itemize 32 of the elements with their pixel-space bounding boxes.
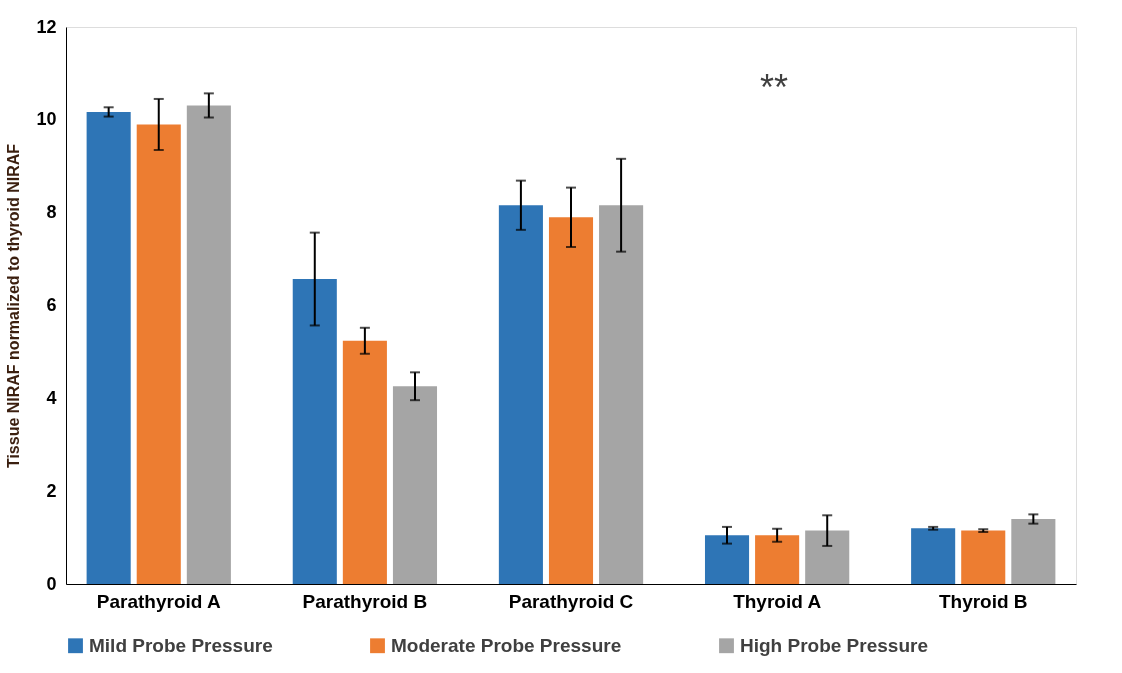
y-tick-label: 4	[46, 387, 57, 408]
x-tick-label: Parathyroid C	[508, 590, 634, 612]
x-tick-label: Parathyroid B	[302, 590, 428, 612]
legend-label: High Probe Pressure	[740, 634, 928, 656]
y-tick-label: 2	[46, 480, 57, 501]
bar	[136, 124, 181, 584]
bar	[292, 279, 337, 584]
y-tick-label: 6	[46, 295, 57, 315]
legend-label: Mild Probe Pressure	[89, 634, 273, 656]
bar	[911, 528, 956, 584]
bar	[392, 386, 438, 584]
bar	[704, 535, 750, 584]
y-tick-label: 8	[46, 202, 57, 223]
bar	[498, 205, 543, 584]
bar	[755, 535, 800, 584]
x-tick-label: Parathyroid A	[96, 590, 221, 612]
bar	[805, 530, 850, 584]
y-tick-label: 10	[36, 109, 57, 130]
bar	[548, 217, 594, 584]
y-tick-label: 0	[46, 573, 57, 594]
bar	[342, 340, 387, 584]
y-axis-title: Tissue NIRAF normalized to thyroid NIRAF	[5, 143, 23, 469]
bar	[961, 530, 1006, 584]
legend-label: Moderate Probe Pressure	[391, 634, 622, 656]
y-tick-label: 12	[36, 16, 57, 37]
bar	[86, 111, 131, 584]
bar	[1011, 519, 1056, 584]
x-tick-label: Thyroid B	[938, 590, 1028, 612]
bar	[186, 105, 231, 584]
annotation: **	[759, 67, 789, 108]
bar	[599, 205, 644, 584]
x-tick-label: Thyroid A	[733, 590, 822, 612]
